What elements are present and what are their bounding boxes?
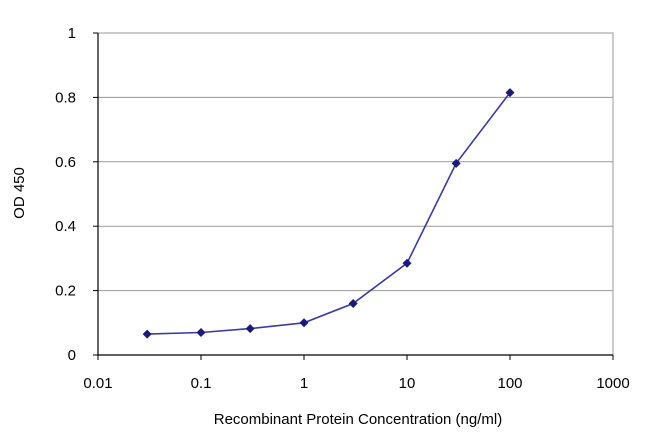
data-point-5 — [402, 258, 412, 268]
x-axis-label: Recombinant Protein Concentration (ng/ml… — [214, 411, 502, 428]
x-tick-label-4: 100 — [497, 375, 522, 392]
y-tick-label-1: 0.2 — [55, 283, 76, 300]
data-point-1 — [196, 327, 206, 337]
y-tick-labels: 0 0.2 0.4 0.6 0.8 1 — [55, 25, 98, 364]
plot-area — [97, 32, 614, 356]
data-point-7 — [505, 88, 515, 98]
y-tick-label-4: 0.8 — [55, 89, 76, 106]
y-tick-label-0: 0 — [68, 347, 76, 364]
y-tick-label-3: 0.6 — [55, 154, 76, 171]
x-tick-label-2: 1 — [300, 375, 308, 392]
data-point-2 — [245, 324, 255, 334]
data-point-4 — [348, 298, 358, 308]
axes — [97, 33, 613, 356]
x-tick-label-5: 1000 — [596, 375, 629, 392]
y-axis-label: OD 450 — [11, 167, 28, 219]
y-tick-label-2: 0.4 — [55, 218, 76, 235]
data-point-3 — [299, 318, 309, 328]
x-tick-label-0: 0.01 — [83, 375, 112, 392]
x-tick-label-1: 0.1 — [191, 375, 212, 392]
data-point-0 — [142, 329, 152, 339]
x-tick-labels: 0.01 0.1 1 10 100 1000 — [83, 355, 630, 392]
y-tick-label-5: 1 — [68, 25, 76, 42]
grid-lines — [98, 96, 613, 292]
series-line-0 — [147, 92, 511, 335]
x-tick-label-3: 10 — [399, 375, 416, 392]
series-layer — [142, 88, 515, 339]
data-point-6 — [451, 158, 461, 168]
